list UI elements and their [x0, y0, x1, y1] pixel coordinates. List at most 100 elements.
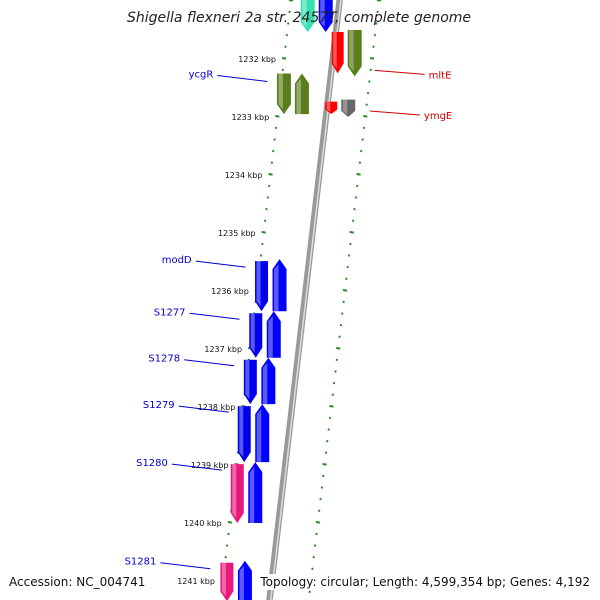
gene-S1278-arrow [261, 357, 276, 405]
ruler-tick-right [342, 300, 345, 304]
ruler-tick-right [369, 57, 375, 60]
gene-S1281-companion-shine [221, 562, 226, 597]
gene-S1280-arrow-shine [249, 467, 255, 523]
gene-S1279-companion-shape [237, 406, 251, 463]
gene-modD-arrow-shape [272, 259, 287, 312]
ruler-tick-right [362, 126, 366, 130]
gene-S1280-arrow-shape [248, 462, 263, 523]
gene-modD-companion-shape [255, 261, 269, 312]
ruler-tick-right [334, 370, 337, 373]
gene-S1277-arrow-shape [266, 311, 281, 358]
ruler-tick-right [376, 0, 381, 2]
ruler-tick-left [261, 231, 266, 234]
gene-modD-companion-shine [256, 261, 261, 307]
ruler-tick-right [322, 474, 325, 478]
gene-ycgR-companion-shine [278, 73, 283, 110]
gene-S1279-arrow [255, 404, 270, 463]
offscreen-feature-top-blue-shine [320, 0, 325, 27]
ruler-tick-right [346, 265, 349, 269]
gene-ycgR-companion-shape [276, 73, 291, 115]
gene-ycgR-arrow-shine [296, 78, 301, 115]
gene-S1281-arrow [237, 560, 252, 600]
position-label: 1232 kbp [238, 55, 276, 64]
ruler-tick-right [363, 115, 368, 118]
ruler-tick-left [265, 207, 268, 211]
ruler-tick-right [373, 33, 377, 37]
ruler-tick-left [263, 219, 267, 222]
gene-ycgR-leader [217, 75, 268, 82]
gene-S1278-companion-shape [243, 359, 257, 405]
ruler-tick-right [331, 393, 334, 396]
ruler-tick-right [354, 196, 358, 199]
gene-S1279-companion [237, 406, 251, 463]
ruler-tick-right [369, 68, 372, 72]
gene-ymgE-arrow [341, 99, 356, 117]
position-label: 1241 kbp [177, 577, 215, 586]
ruler-tick-right [328, 416, 332, 420]
gene-ycgR-arrow [294, 73, 309, 115]
ruler-tick-left [288, 0, 293, 2]
gene-S1280-companion [230, 464, 244, 523]
ruler-tick-right [319, 497, 322, 501]
ruler-tick-right [355, 184, 359, 188]
gene-ycgR-companion [276, 73, 291, 115]
map-title: Shigella flexneri 2a str. 2457T, complet… [127, 10, 471, 26]
gene-S1280-arrow [248, 462, 263, 523]
gene-S1280-label: S1280 [136, 458, 168, 469]
ruler-tick-right [372, 45, 375, 48]
gene-ymgE-companion-shape [325, 101, 338, 114]
gene-modD-arrow-shine [274, 264, 279, 312]
ruler-tick-right [322, 463, 327, 466]
position-label: 1233 kbp [232, 113, 270, 122]
ruler-tick-left [272, 149, 275, 153]
offscreen-feature-top-teal-shine [302, 0, 307, 27]
ruler-tick-right [336, 347, 341, 350]
ruler-tick-left [285, 33, 289, 37]
ruler-tick-left [286, 22, 290, 25]
gene-S1277-companion [249, 313, 263, 358]
ruler-tick-right [342, 289, 348, 292]
ruler-tick-right [361, 138, 364, 141]
gene-S1277-leader [189, 312, 240, 320]
gene-mltE-companion [331, 32, 344, 74]
ruler-tick-right [360, 149, 363, 153]
gene-ymgE-arrow-shine [342, 99, 348, 114]
ruler-tick-right [315, 532, 318, 536]
ruler-tick-right [351, 219, 355, 222]
ruler-tick-right [376, 10, 379, 14]
gene-S1277-arrow-shine [268, 316, 273, 358]
ruler-tick-right [335, 358, 339, 362]
gene-S1281-label: S1281 [125, 557, 157, 568]
position-label: 1234 kbp [225, 171, 263, 180]
gene-mltE-arrow [347, 30, 362, 77]
ruler-tick-right [353, 207, 356, 211]
accession-text: Accession: NC_004741 [7, 574, 148, 590]
ruler-tick-left [261, 242, 264, 246]
ruler-tick-right [313, 544, 317, 547]
gene-S1279-companion-shine [239, 406, 244, 458]
ruler-tick-right [320, 486, 324, 489]
gene-ymgE-arrow-shape [341, 99, 356, 117]
gene-mltE-leader [374, 69, 425, 75]
ruler-tick-left [259, 254, 263, 257]
ruler-tick-left [267, 184, 271, 188]
position-label: 1240 kbp [184, 519, 222, 528]
gene-S1281-arrow-shape [237, 560, 252, 600]
ruler-tick-left [275, 115, 280, 118]
gene-S1281-arrow-shine [239, 565, 244, 600]
ruler-tick-left [266, 196, 270, 199]
offscreen-feature-top-teal [300, 0, 315, 32]
gene-ymgE-companion-shine [326, 101, 331, 112]
offscreen-feature-top-blue-shape [318, 0, 333, 32]
gene-mltE-label: mltE [429, 70, 452, 81]
ruler-tick-right [317, 509, 321, 512]
gene-S1281-leader [160, 562, 211, 570]
gene-ycgR-arrow-shape [294, 73, 309, 115]
gene-S1278-leader [184, 359, 235, 367]
gene-S1278-companion [243, 359, 257, 405]
gene-modD-arrow [272, 259, 287, 312]
ruler-tick-left [225, 544, 229, 547]
ruler-tick-right [358, 161, 362, 164]
gene-S1278-label: S1278 [148, 354, 180, 365]
